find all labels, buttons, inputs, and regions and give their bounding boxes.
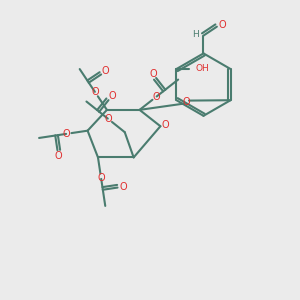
Text: O: O	[102, 67, 110, 76]
Text: O: O	[119, 182, 127, 192]
Text: O: O	[92, 87, 99, 97]
Text: O: O	[63, 129, 70, 139]
Text: O: O	[104, 114, 112, 124]
Text: O: O	[218, 20, 226, 30]
Text: OH: OH	[196, 64, 209, 73]
Text: O: O	[162, 120, 169, 130]
Text: O: O	[97, 173, 105, 183]
Text: O: O	[54, 151, 62, 160]
Text: O: O	[152, 92, 160, 102]
Text: O: O	[108, 91, 116, 101]
Text: O: O	[149, 69, 157, 79]
Text: O: O	[183, 97, 190, 107]
Text: H: H	[192, 30, 199, 39]
